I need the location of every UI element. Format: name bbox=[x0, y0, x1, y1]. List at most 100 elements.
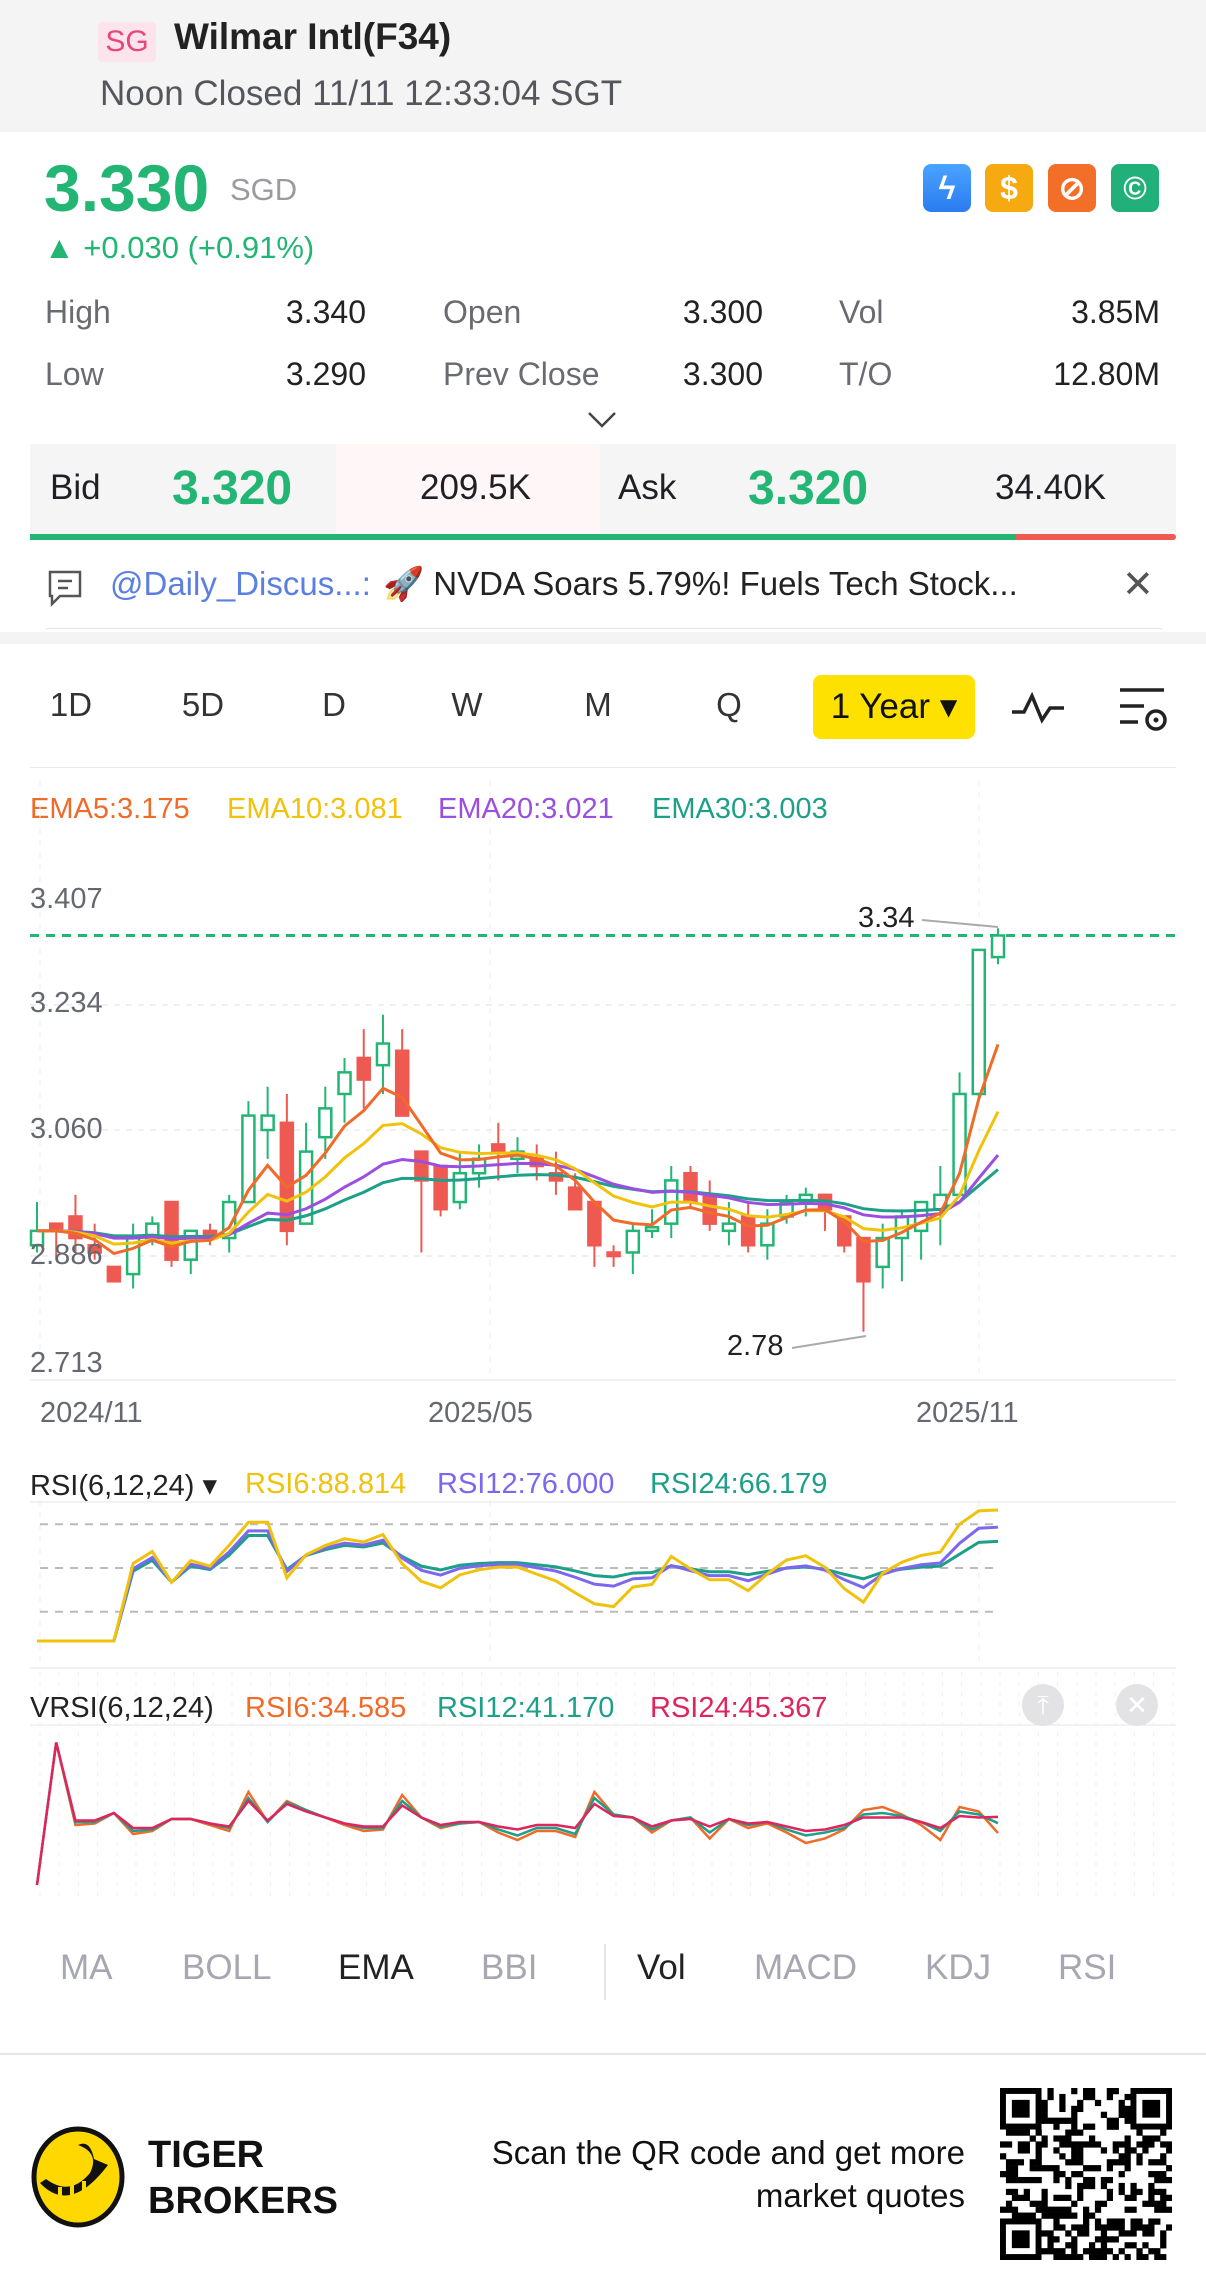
candle-body bbox=[721, 1222, 737, 1233]
candle-body bbox=[279, 1121, 295, 1233]
news-headline[interactable]: 🚀 NVDA Soars 5.79%! Fuels Tech Stock... bbox=[383, 565, 1018, 602]
stat-label: Prev Close bbox=[443, 356, 600, 392]
stat-value: 3.300 bbox=[682, 356, 763, 392]
qr-module bbox=[1100, 2242, 1108, 2249]
qr-module bbox=[1166, 2176, 1172, 2184]
qr-module bbox=[1000, 2171, 1007, 2178]
min-price-label: 2.78 bbox=[727, 1330, 784, 1362]
qr-module bbox=[1041, 2165, 1048, 2172]
qr-module bbox=[1166, 2194, 1172, 2201]
indicator-vol[interactable]: Vol bbox=[637, 1948, 686, 1987]
qr-module bbox=[1059, 2099, 1066, 2107]
qr-module bbox=[1059, 2254, 1066, 2260]
stat-label: Vol bbox=[839, 294, 884, 330]
qr-module bbox=[1077, 2224, 1084, 2231]
qr-module bbox=[1148, 2141, 1155, 2148]
qr-module bbox=[1083, 2123, 1090, 2130]
tab-5d[interactable]: 5D bbox=[181, 686, 225, 723]
rsi6-legend: RSI6:88.814 bbox=[245, 1468, 407, 1500]
x-tick: 2025/11 bbox=[916, 1397, 1019, 1429]
close-indicator-icon[interactable]: ✕ bbox=[1116, 1684, 1158, 1726]
indicator-bbi[interactable]: BBI bbox=[481, 1948, 538, 1987]
qr-module bbox=[1035, 2206, 1042, 2213]
qr-module bbox=[1053, 2135, 1060, 2142]
qr-module bbox=[1053, 2248, 1060, 2255]
chart-type-icon[interactable] bbox=[1010, 690, 1066, 726]
tab-1d[interactable]: 1D bbox=[49, 686, 93, 723]
qr-module bbox=[1112, 2236, 1119, 2243]
qr-module bbox=[1005, 2159, 1013, 2166]
qr-module bbox=[1106, 2224, 1113, 2231]
qr-module bbox=[1071, 2200, 1078, 2207]
indicator-ema[interactable]: EMA bbox=[338, 1948, 414, 1987]
qr-module bbox=[1071, 2224, 1078, 2231]
qr-module bbox=[1083, 2218, 1090, 2225]
y-tick: 2.886 bbox=[30, 1239, 103, 1271]
qr-module bbox=[1124, 2117, 1131, 2124]
pin-top-icon[interactable]: ⤒ bbox=[1022, 1684, 1064, 1726]
tab-quarter[interactable]: Q bbox=[716, 686, 742, 723]
qr-module bbox=[1124, 2159, 1131, 2166]
dollar-icon[interactable]: $ bbox=[985, 164, 1033, 212]
qr-module bbox=[1000, 2153, 1007, 2160]
stat-label: T/O bbox=[839, 356, 893, 392]
bid-ratio-bar bbox=[30, 534, 1016, 540]
indicator-kdj[interactable]: KDJ bbox=[925, 1948, 992, 1987]
candle-body bbox=[567, 1186, 583, 1211]
indicator-rsi[interactable]: RSI bbox=[1058, 1948, 1117, 1987]
cash-hand-icon[interactable]: © bbox=[1111, 164, 1159, 212]
qr-module bbox=[1035, 2200, 1042, 2207]
qr-module bbox=[1088, 2254, 1096, 2260]
tab-day[interactable]: D bbox=[322, 686, 346, 723]
news-user[interactable]: @Daily_Discus...: bbox=[110, 565, 371, 602]
qr-module bbox=[1154, 2159, 1161, 2166]
qr-module bbox=[1154, 2206, 1161, 2213]
ema30-legend: EMA30:3.003 bbox=[652, 793, 828, 825]
rsi24-legend: RSI24:66.179 bbox=[650, 1468, 828, 1500]
chart-settings-icon[interactable] bbox=[1118, 682, 1172, 734]
qr-module bbox=[1023, 2141, 1030, 2148]
qr-module bbox=[1059, 2248, 1066, 2255]
stat-value: 3.300 bbox=[682, 294, 763, 330]
qr-module bbox=[1053, 2171, 1060, 2178]
currency: SGD bbox=[230, 172, 298, 207]
qr-module bbox=[1088, 2141, 1096, 2148]
qr-module bbox=[1065, 2206, 1072, 2213]
close-news-icon[interactable]: ✕ bbox=[1122, 564, 1154, 606]
qr-module bbox=[1077, 2153, 1084, 2160]
expand-chevron-icon[interactable] bbox=[586, 410, 618, 430]
tab-week[interactable]: W bbox=[451, 686, 483, 723]
no-short-icon[interactable]: ⊘ bbox=[1048, 164, 1096, 212]
qr-module bbox=[1005, 2176, 1013, 2184]
indicator-macd[interactable]: MACD bbox=[754, 1948, 858, 1987]
qr-module bbox=[1059, 2135, 1066, 2142]
qr-module bbox=[1124, 2135, 1131, 2142]
qr-module bbox=[1041, 2212, 1048, 2219]
tab-1-year-dropdown[interactable]: 1 Year ▾ bbox=[813, 675, 975, 739]
candle-body bbox=[241, 1114, 256, 1204]
qr-module bbox=[1088, 2123, 1096, 2130]
qr-module bbox=[1088, 2212, 1096, 2219]
cta-line2: market quotes bbox=[755, 2177, 965, 2214]
candle-body bbox=[433, 1164, 448, 1211]
qr-module bbox=[1136, 2188, 1143, 2196]
qr-module bbox=[1112, 2141, 1119, 2148]
tab-month[interactable]: M bbox=[584, 686, 612, 723]
candle-body bbox=[856, 1236, 871, 1283]
ask-size: 34.40K bbox=[995, 468, 1106, 507]
lightning-level1-icon[interactable]: ϟ bbox=[923, 164, 971, 212]
qr-module bbox=[1065, 2129, 1072, 2136]
qr-module bbox=[1071, 2147, 1078, 2154]
qr-module bbox=[1142, 2254, 1149, 2260]
qr-module bbox=[1005, 2206, 1013, 2213]
qr-module bbox=[1130, 2206, 1137, 2213]
candle-body bbox=[87, 1244, 102, 1254]
indicator-ma[interactable]: MA bbox=[60, 1948, 113, 1987]
qr-module bbox=[1011, 2165, 1019, 2172]
price-chart[interactable] bbox=[0, 0, 1206, 1920]
qr-module bbox=[1071, 2105, 1078, 2113]
rsi-title-dropdown[interactable]: RSI(6,12,24) ▾ bbox=[30, 1470, 218, 1502]
stat-label: Open bbox=[443, 294, 522, 330]
stock-header bbox=[0, 0, 1206, 132]
indicator-boll[interactable]: BOLL bbox=[182, 1948, 272, 1987]
